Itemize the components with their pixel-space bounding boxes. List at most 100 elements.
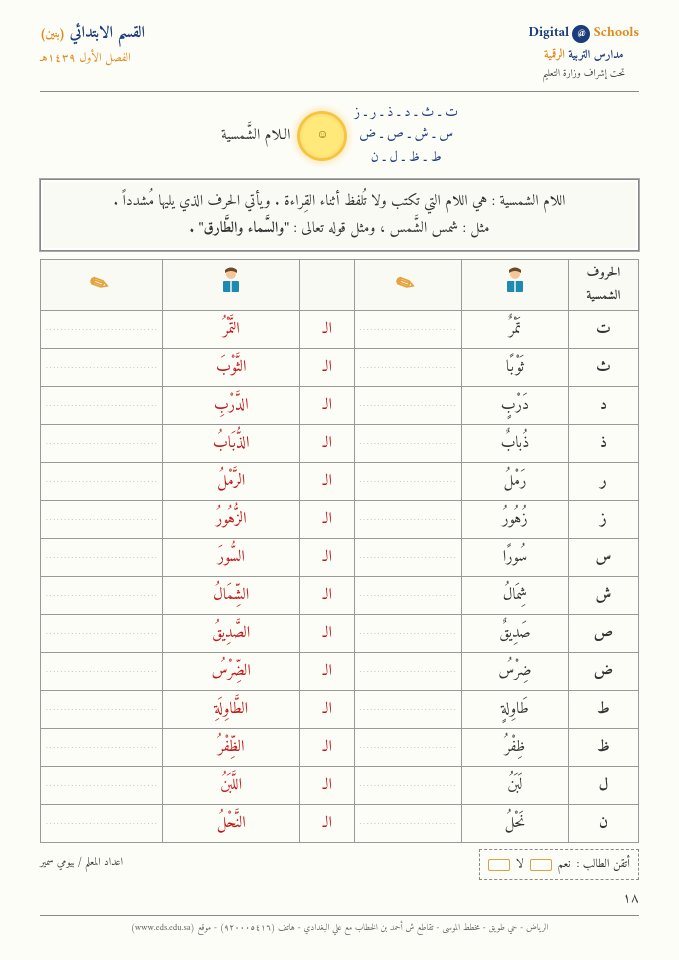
cell-write-blank[interactable]: ········································ [355, 387, 462, 425]
cell-al-prefix: الـ [300, 463, 355, 501]
cell-al-prefix: الـ [300, 615, 355, 653]
cell-full-word: الدَّرْبِ [163, 387, 300, 425]
cell-al-prefix: الـ [300, 387, 355, 425]
table-row: ددَرْبٍ·································… [41, 387, 639, 425]
cell-write-blank-2[interactable]: ········································ [41, 767, 163, 805]
cell-al-prefix: الـ [300, 767, 355, 805]
cell-read-word: ظِفْرُ [462, 729, 569, 767]
cell-write-blank-2[interactable]: ········································ [41, 577, 163, 615]
logo-english: Digital @ Schools [528, 20, 639, 45]
col-header-letter: الحروف الشمسية [568, 260, 638, 311]
cell-write-blank[interactable]: ········································ [355, 767, 462, 805]
cell-al-prefix: الـ [300, 311, 355, 349]
reader-icon [500, 266, 530, 296]
cell-write-blank-2[interactable]: ········································ [41, 387, 163, 425]
cell-letter: ن [568, 805, 638, 843]
cell-full-word: الرَّمْلُ [163, 463, 300, 501]
cell-letter: ط [568, 691, 638, 729]
definition-box: اللام الشمسية : هي اللام التي تكتب ولا ت… [40, 179, 639, 251]
cell-full-word: الطَّاوِلَةِ [163, 691, 300, 729]
cell-letter: ذ [568, 425, 638, 463]
table-row: تتَمْرٌ·································… [41, 311, 639, 349]
logo-word-schools: Schools [594, 20, 639, 45]
sun-letters-table: الحروف الشمسية [40, 259, 639, 843]
at-icon: @ [572, 25, 590, 43]
cell-write-blank[interactable]: ········································ [355, 729, 462, 767]
table-body: تتَمْرٌ·································… [41, 311, 639, 843]
table-row: ضضِرْسُ·································… [41, 653, 639, 691]
cell-read-word: رَمْلُ [462, 463, 569, 501]
cell-full-word: الضِّرْسُ [163, 653, 300, 691]
cell-letter: ث [568, 349, 638, 387]
page-header: Digital @ Schools مدارس التربية الرقمية … [40, 20, 639, 92]
cell-write-blank-2[interactable]: ········································ [41, 539, 163, 577]
cell-write-blank[interactable]: ········································ [355, 311, 462, 349]
table-row: ذذُبابٌ·································… [41, 425, 639, 463]
cell-write-blank[interactable]: ········································ [355, 349, 462, 387]
cell-write-blank-2[interactable]: ········································ [41, 691, 163, 729]
reader-icon [216, 266, 246, 296]
sun-letters-list: ت ـ ث ـ د ـ ذ ـ ر ـ ز س ـ ش ـ ص ـ ض ط ـ … [354, 102, 458, 169]
cell-write-blank[interactable]: ········································ [355, 463, 462, 501]
worksheet-page: Digital @ Schools مدارس التربية الرقمية … [0, 0, 679, 960]
table-header-row: الحروف الشمسية [41, 260, 639, 311]
cell-read-word: زُهُورُ [462, 501, 569, 539]
cell-write-blank-2[interactable]: ········································ [41, 615, 163, 653]
mastery-label: أتقن الطالب : [577, 854, 630, 875]
teacher-credit: اعداد المعلم / بيومي سمير [40, 853, 123, 872]
cell-letter: س [568, 539, 638, 577]
cell-write-blank-2[interactable]: ········································ [41, 729, 163, 767]
page-number: ١٨ [40, 880, 639, 911]
cell-al-prefix: الـ [300, 349, 355, 387]
cell-write-blank-2[interactable]: ········································ [41, 653, 163, 691]
cell-letter: د [568, 387, 638, 425]
cell-al-prefix: الـ [300, 425, 355, 463]
cell-write-blank[interactable]: ········································ [355, 577, 462, 615]
table-row: ششِمَالُ································… [41, 577, 639, 615]
term-label: الفصل الأول ١٤٣٩هـ [40, 48, 145, 69]
diagram-title: الـلام الشَّمسية [221, 122, 290, 149]
checkbox-yes[interactable] [530, 859, 552, 871]
cell-write-blank-2[interactable]: ········································ [41, 425, 163, 463]
cell-full-word: السُّورَ [163, 539, 300, 577]
cell-write-blank-2[interactable]: ········································ [41, 501, 163, 539]
cell-write-blank-2[interactable]: ········································ [41, 311, 163, 349]
cell-letter: ز [568, 501, 638, 539]
cell-write-blank[interactable]: ········································ [355, 615, 462, 653]
cell-read-word: طَاوِلةٍ [462, 691, 569, 729]
cell-al-prefix: الـ [300, 539, 355, 577]
cell-read-word: سُورًا [462, 539, 569, 577]
cell-write-blank[interactable]: ········································ [355, 539, 462, 577]
cell-write-blank[interactable]: ········································ [355, 425, 462, 463]
cell-write-blank[interactable]: ········································ [355, 691, 462, 729]
cell-read-word: ذُبابٌ [462, 425, 569, 463]
table-row: ثثَوْبًا································… [41, 349, 639, 387]
cell-al-prefix: الـ [300, 501, 355, 539]
cell-write-blank-2[interactable]: ········································ [41, 463, 163, 501]
cell-letter: ر [568, 463, 638, 501]
cell-read-word: تَمْرٌ [462, 311, 569, 349]
cell-read-word: صَدِيقٌ [462, 615, 569, 653]
page-footer: أتقن الطالب : نعم لا اعداد المعلم / بيوم… [40, 843, 639, 936]
table-row: ززُهُورُ································… [41, 501, 639, 539]
table-row: سسُورًا·································… [41, 539, 639, 577]
col-header-write2-icon [41, 260, 163, 311]
cell-full-word: الشِّمَالُ [163, 577, 300, 615]
cell-letter: ص [568, 615, 638, 653]
table-row: ظظِفْرُ·································… [41, 729, 639, 767]
cell-al-prefix: الـ [300, 691, 355, 729]
checkbox-no[interactable] [488, 859, 510, 871]
cell-write-blank-2[interactable]: ········································ [41, 805, 163, 843]
cell-write-blank[interactable]: ········································ [355, 501, 462, 539]
cell-write-blank[interactable]: ········································ [355, 805, 462, 843]
cell-letter: ت [568, 311, 638, 349]
cell-letter: ش [568, 577, 638, 615]
cell-read-word: شِمَالُ [462, 577, 569, 615]
cell-full-word: اللَّبَنُ [163, 767, 300, 805]
cell-al-prefix: الـ [300, 729, 355, 767]
table-row: ططَاوِلةٍ·······························… [41, 691, 639, 729]
cell-write-blank[interactable]: ········································ [355, 653, 462, 691]
cell-read-word: نَحْلُ [462, 805, 569, 843]
cell-write-blank-2[interactable]: ········································ [41, 349, 163, 387]
table-row: ننَحْلُ·································… [41, 805, 639, 843]
